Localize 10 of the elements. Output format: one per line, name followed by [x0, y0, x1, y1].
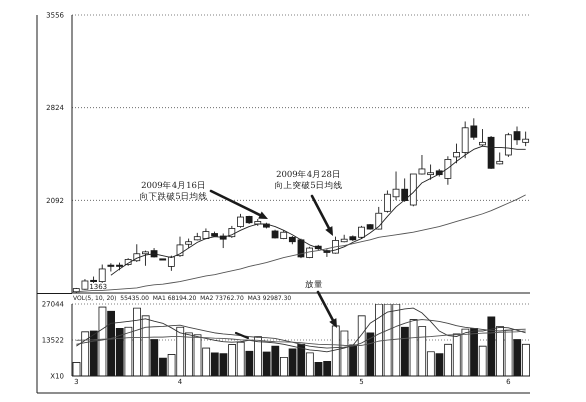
- line-series: [76, 319, 526, 348]
- line-series: [76, 194, 526, 292]
- annotation: 2009年4月16日向下跌破5日均线: [138, 181, 209, 203]
- line-series: [76, 308, 526, 352]
- annotation: 放量: [304, 280, 324, 291]
- annotation: 2009年4月28日向上突破5日均线: [273, 170, 344, 192]
- candlestick: [185, 238, 192, 249]
- candlestick: [470, 118, 478, 140]
- candlestick: [444, 156, 452, 186]
- line-series: [76, 330, 526, 346]
